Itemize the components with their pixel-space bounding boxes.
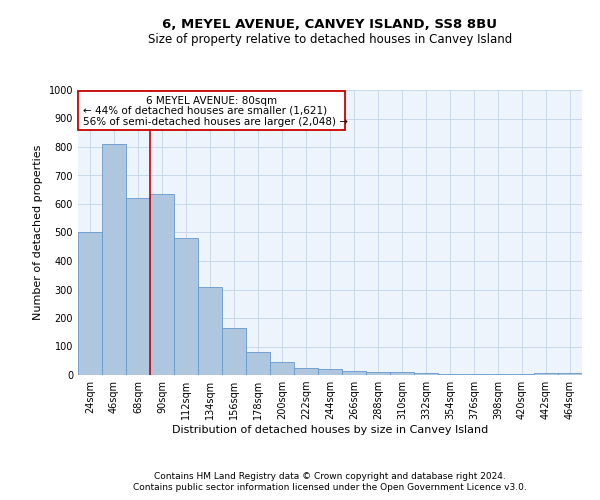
Text: 56% of semi-detached houses are larger (2,048) →: 56% of semi-detached houses are larger (… <box>83 117 348 127</box>
Bar <box>246 352 270 375</box>
Text: 6, MEYEL AVENUE, CANVEY ISLAND, SS8 8BU: 6, MEYEL AVENUE, CANVEY ISLAND, SS8 8BU <box>163 18 497 30</box>
Bar <box>318 370 342 375</box>
Bar <box>390 372 414 375</box>
Bar <box>486 374 510 375</box>
Bar <box>294 368 318 375</box>
Bar <box>414 373 438 375</box>
Bar <box>198 286 222 375</box>
Text: Contains HM Land Registry data © Crown copyright and database right 2024.: Contains HM Land Registry data © Crown c… <box>154 472 506 481</box>
Text: Contains public sector information licensed under the Open Government Licence v3: Contains public sector information licen… <box>133 484 527 492</box>
Bar <box>462 374 486 375</box>
Text: Size of property relative to detached houses in Canvey Island: Size of property relative to detached ho… <box>148 32 512 46</box>
Text: ← 44% of detached houses are smaller (1,621): ← 44% of detached houses are smaller (1,… <box>83 106 327 116</box>
Bar <box>222 328 246 375</box>
Bar <box>270 362 294 375</box>
Bar <box>78 232 102 375</box>
Bar <box>438 374 462 375</box>
Bar <box>174 238 198 375</box>
Bar <box>102 144 126 375</box>
X-axis label: Distribution of detached houses by size in Canvey Island: Distribution of detached houses by size … <box>172 425 488 435</box>
Bar <box>510 374 534 375</box>
Bar <box>534 372 558 375</box>
FancyBboxPatch shape <box>78 92 345 130</box>
Y-axis label: Number of detached properties: Number of detached properties <box>33 145 43 320</box>
Bar <box>366 372 390 375</box>
Bar <box>150 194 174 375</box>
Text: 6 MEYEL AVENUE: 80sqm: 6 MEYEL AVENUE: 80sqm <box>146 96 277 106</box>
Bar <box>558 372 582 375</box>
Bar <box>342 372 366 375</box>
Bar <box>126 198 150 375</box>
